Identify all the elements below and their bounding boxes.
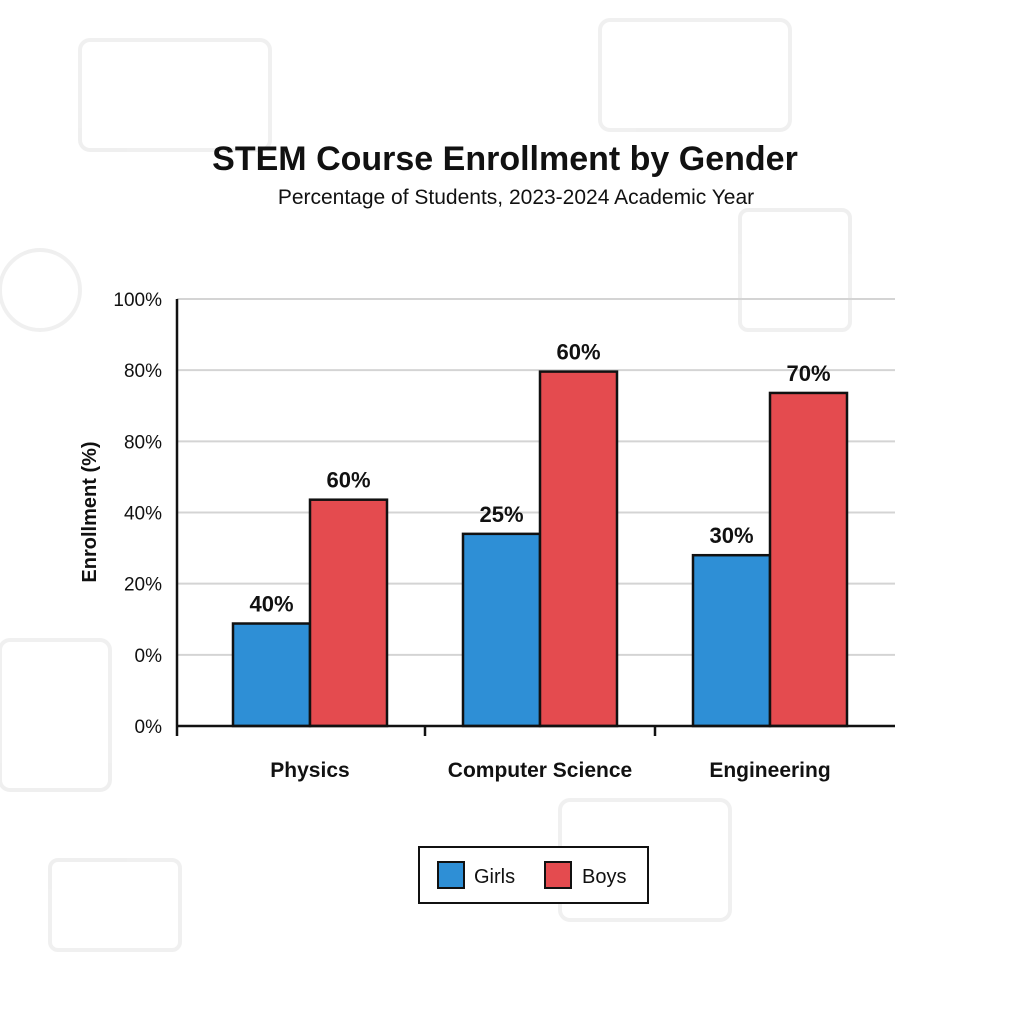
legend-label-girls: Girls: [474, 866, 515, 888]
y-tick-label: 100%: [113, 290, 162, 311]
legend: Girls Boys: [418, 846, 649, 904]
y-tick-label: 0%: [135, 646, 163, 667]
y-tick-label: 20%: [124, 575, 162, 596]
x-tick-label: Computer Science: [448, 759, 632, 782]
legend-label-boys: Boys: [582, 866, 626, 888]
data-label: 40%: [249, 592, 293, 617]
data-label: 70%: [786, 361, 830, 386]
data-label: 30%: [709, 523, 753, 548]
bar-girls: [461, 532, 542, 728]
data-label: 25%: [479, 502, 523, 527]
y-tick-label: 40%: [124, 504, 162, 525]
legend-swatch-boys: [544, 861, 572, 889]
x-tick-label: Physics: [270, 759, 349, 782]
background-book-pattern: [0, 18, 852, 952]
chart-subtitle: Percentage of Students, 2023-2024 Academ…: [278, 186, 754, 209]
x-tick-label: Engineering: [709, 759, 830, 782]
y-tick-label: 80%: [124, 361, 162, 382]
bar-boys: [538, 370, 619, 728]
y-tick-label: 0%: [135, 717, 163, 738]
y-axis-label: Enrollment (%): [79, 441, 101, 582]
data-label: 60%: [326, 468, 370, 493]
bar-boys: [768, 391, 849, 728]
legend-swatch-girls: [437, 861, 465, 889]
bar-girls: [231, 622, 312, 728]
data-label: 60%: [556, 340, 600, 365]
bar-boys: [308, 498, 389, 728]
chart-title: STEM Course Enrollment by Gender: [212, 140, 798, 178]
bar-girls: [691, 553, 772, 728]
y-tick-label: 80%: [124, 432, 162, 453]
